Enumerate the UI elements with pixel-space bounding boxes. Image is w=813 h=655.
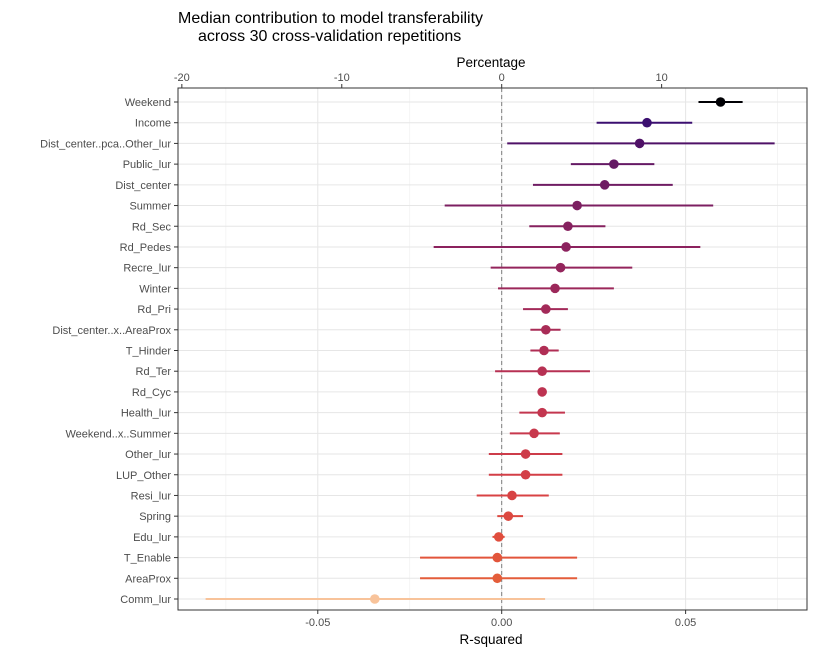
y-tick-label: Rd_Pri <box>137 304 171 316</box>
y-tick-label: Recre_lur <box>123 263 171 275</box>
median-point <box>537 387 547 397</box>
y-tick-label: LUP_Other <box>116 470 171 482</box>
y-tick-label: Health_lur <box>121 408 171 420</box>
y-tick-label: Weekend <box>125 97 171 109</box>
median-point <box>369 594 380 604</box>
chart-title-line-1: Median contribution to model transferabi… <box>178 10 483 27</box>
x2-tick-label: 0 <box>499 72 505 84</box>
y-tick-label: Public_lur <box>123 159 172 171</box>
y-tick-label: Rd_Pedes <box>120 242 172 254</box>
median-point <box>492 573 503 584</box>
median-point <box>715 97 726 107</box>
median-point <box>541 324 551 335</box>
x-axis-title: R-squared <box>459 632 522 647</box>
y-tick-label: Resi_lur <box>131 490 172 502</box>
secondary-x-axis-title: Percentage <box>456 55 525 70</box>
median-point <box>529 428 539 439</box>
median-point <box>520 469 531 480</box>
x2-tick-label: -20 <box>174 72 190 84</box>
y-tick-label: T_Hinder <box>126 346 172 358</box>
x-axis-ticks: -0.05 0.00 0.05 <box>305 610 696 629</box>
median-point <box>561 242 571 252</box>
y-axis-labels: Weekend Income Dist_center..pca..Other_lur… <box>40 97 178 606</box>
chart-title-line-2: across 30 cross-validation repetitions <box>198 28 461 45</box>
y-tick-label: Winter <box>139 283 171 295</box>
y-tick-label: Other_lur <box>125 449 171 461</box>
x-tick-label: 0.05 <box>675 617 696 629</box>
x2-tick-label: -10 <box>334 72 350 84</box>
median-point <box>555 262 566 273</box>
y-tick-label: Spring <box>139 511 171 523</box>
median-point <box>537 366 547 377</box>
y-tick-label: Income <box>135 118 171 130</box>
y-tick-label: Dist_center..x..AreaProx <box>52 325 171 337</box>
median-point <box>572 200 582 211</box>
y-tick-label: AreaProx <box>125 573 171 585</box>
plot-panel <box>178 88 807 610</box>
median-point <box>550 283 560 294</box>
median-point <box>642 117 652 128</box>
median-point <box>492 552 503 563</box>
y-tick-label: Rd_Ter <box>136 366 172 378</box>
median-point <box>634 138 645 149</box>
y-tick-label: Weekend..x..Summer <box>65 428 171 440</box>
x-tick-label: -0.05 <box>305 617 330 629</box>
median-point <box>507 490 517 501</box>
chart-title: Median contribution to model transferabi… <box>178 10 483 45</box>
plot-border <box>177 87 808 611</box>
median-point <box>563 221 573 232</box>
y-tick-label: Summer <box>129 201 171 213</box>
y-tick-label: Comm_lur <box>120 594 171 606</box>
secondary-x-axis-ticks: -20 -10 0 10 <box>174 72 668 88</box>
median-point <box>599 180 610 190</box>
y-tick-label: Rd_Sec <box>132 221 172 233</box>
y-tick-label: Rd_Cyc <box>132 387 172 399</box>
x-tick-label: 0.00 <box>491 617 512 629</box>
median-point <box>539 345 549 356</box>
median-point <box>503 511 514 521</box>
median-point <box>493 532 504 542</box>
y-tick-label: Edu_lur <box>133 532 171 544</box>
median-point <box>537 407 547 418</box>
y-tick-label: Dist_center <box>115 180 171 192</box>
median-point <box>609 159 619 169</box>
y-tick-label: T_Enable <box>124 553 171 565</box>
point-layer <box>369 97 726 604</box>
x2-tick-label: 10 <box>655 72 667 84</box>
y-tick-label: Dist_center..pca..Other_lur <box>40 138 171 150</box>
median-point <box>541 304 551 314</box>
median-point <box>520 449 531 459</box>
